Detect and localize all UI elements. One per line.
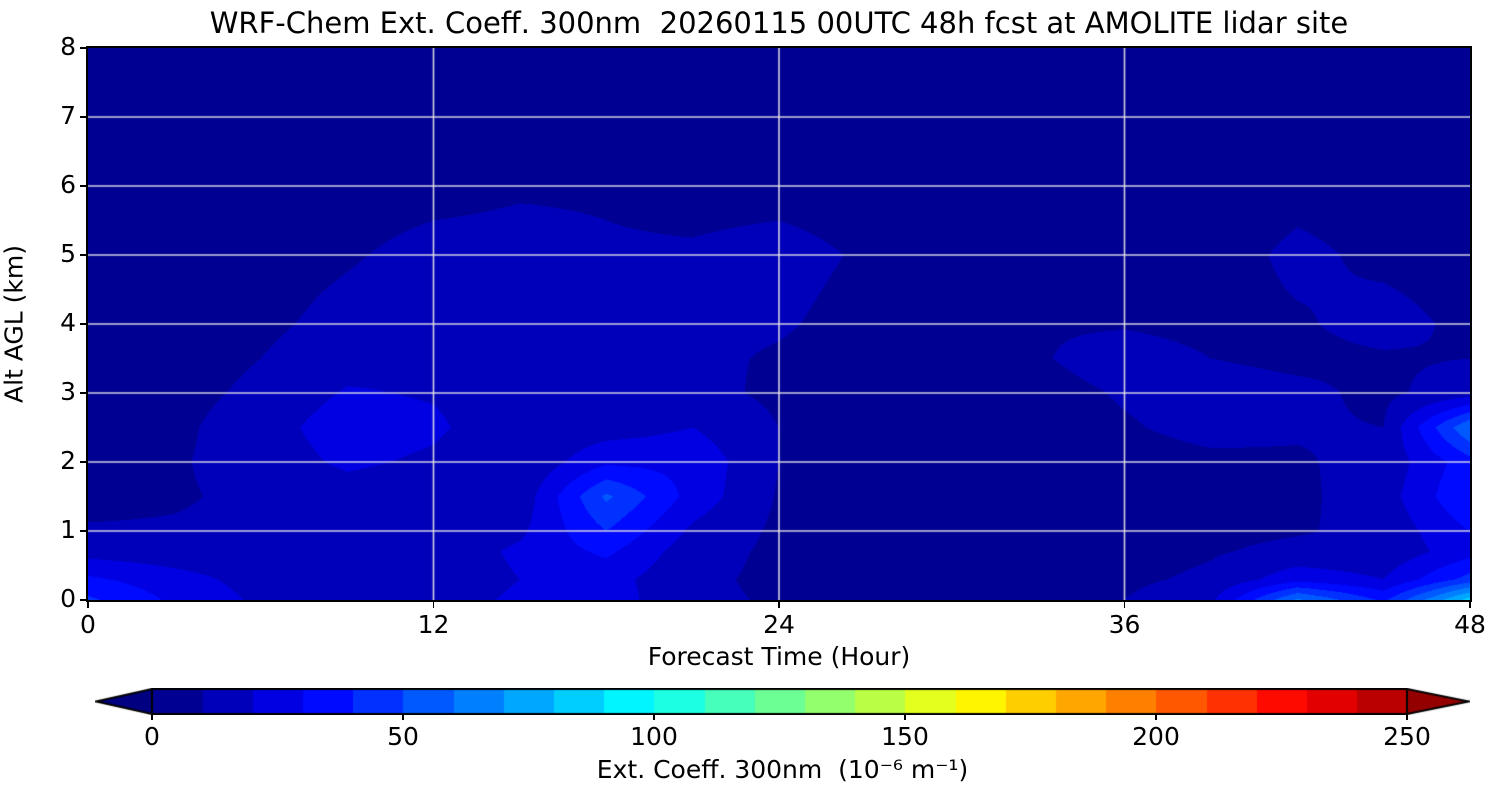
x-tick-label: 24 xyxy=(763,610,795,639)
y-tick-mark xyxy=(80,47,86,49)
colorbar-tick-mark xyxy=(1406,714,1408,720)
page-title: WRF-Chem Ext. Coeff. 300nm 20260115 00UT… xyxy=(209,6,1349,40)
y-tick-label: 8 xyxy=(60,32,76,61)
x-tick-mark xyxy=(87,602,89,608)
y-tick-mark xyxy=(80,530,86,532)
y-tick-mark xyxy=(80,323,86,325)
x-tick-mark xyxy=(1123,602,1126,608)
y-tick-label: 2 xyxy=(60,446,76,475)
y-tick-mark xyxy=(80,116,86,118)
x-tick-label: 12 xyxy=(417,610,450,639)
heatmap-plot-area xyxy=(86,46,1472,602)
y-tick-mark xyxy=(80,254,86,256)
x-tick-mark xyxy=(432,602,435,608)
y-tick-label: 1 xyxy=(60,515,76,544)
heatmap-canvas xyxy=(88,48,1470,600)
colorbar-tick-mark xyxy=(402,714,404,720)
colorbar-tick-mark xyxy=(653,714,655,720)
colorbar-tick-label: 100 xyxy=(630,722,678,751)
y-tick-label: 5 xyxy=(60,239,76,268)
colorbar-tick-label: 50 xyxy=(387,722,419,751)
colorbar-tick-mark xyxy=(1155,714,1157,720)
colorbar-tick-label: 0 xyxy=(144,722,160,751)
colorbar-tick-label: 200 xyxy=(1132,722,1180,751)
x-tick-mark xyxy=(1469,602,1471,608)
x-tick-mark xyxy=(778,602,780,608)
y-tick-label: 7 xyxy=(60,101,76,130)
y-tick-label: 3 xyxy=(60,377,76,406)
y-tick-label: 6 xyxy=(60,170,76,199)
colorbar-label: Ext. Coeff. 300nm (10⁻⁶ m⁻¹) xyxy=(596,755,969,784)
y-tick-label: 0 xyxy=(60,584,76,613)
x-tick-label: 48 xyxy=(1454,610,1486,639)
y-tick-mark xyxy=(80,392,86,394)
colorbar-tick-mark xyxy=(904,714,906,720)
colorbar-tick-label: 250 xyxy=(1383,722,1431,751)
x-tick-label: 36 xyxy=(1108,610,1141,639)
y-tick-mark xyxy=(80,185,86,187)
y-tick-mark xyxy=(80,461,86,463)
colorbar-tick-mark xyxy=(151,714,153,720)
x-axis-label: Forecast Time (Hour) xyxy=(647,642,911,671)
y-tick-label: 4 xyxy=(60,308,76,337)
colorbar xyxy=(95,688,1470,715)
y-tick-mark xyxy=(80,599,86,601)
colorbar-tick-label: 150 xyxy=(881,722,929,751)
x-tick-label: 0 xyxy=(80,610,96,639)
